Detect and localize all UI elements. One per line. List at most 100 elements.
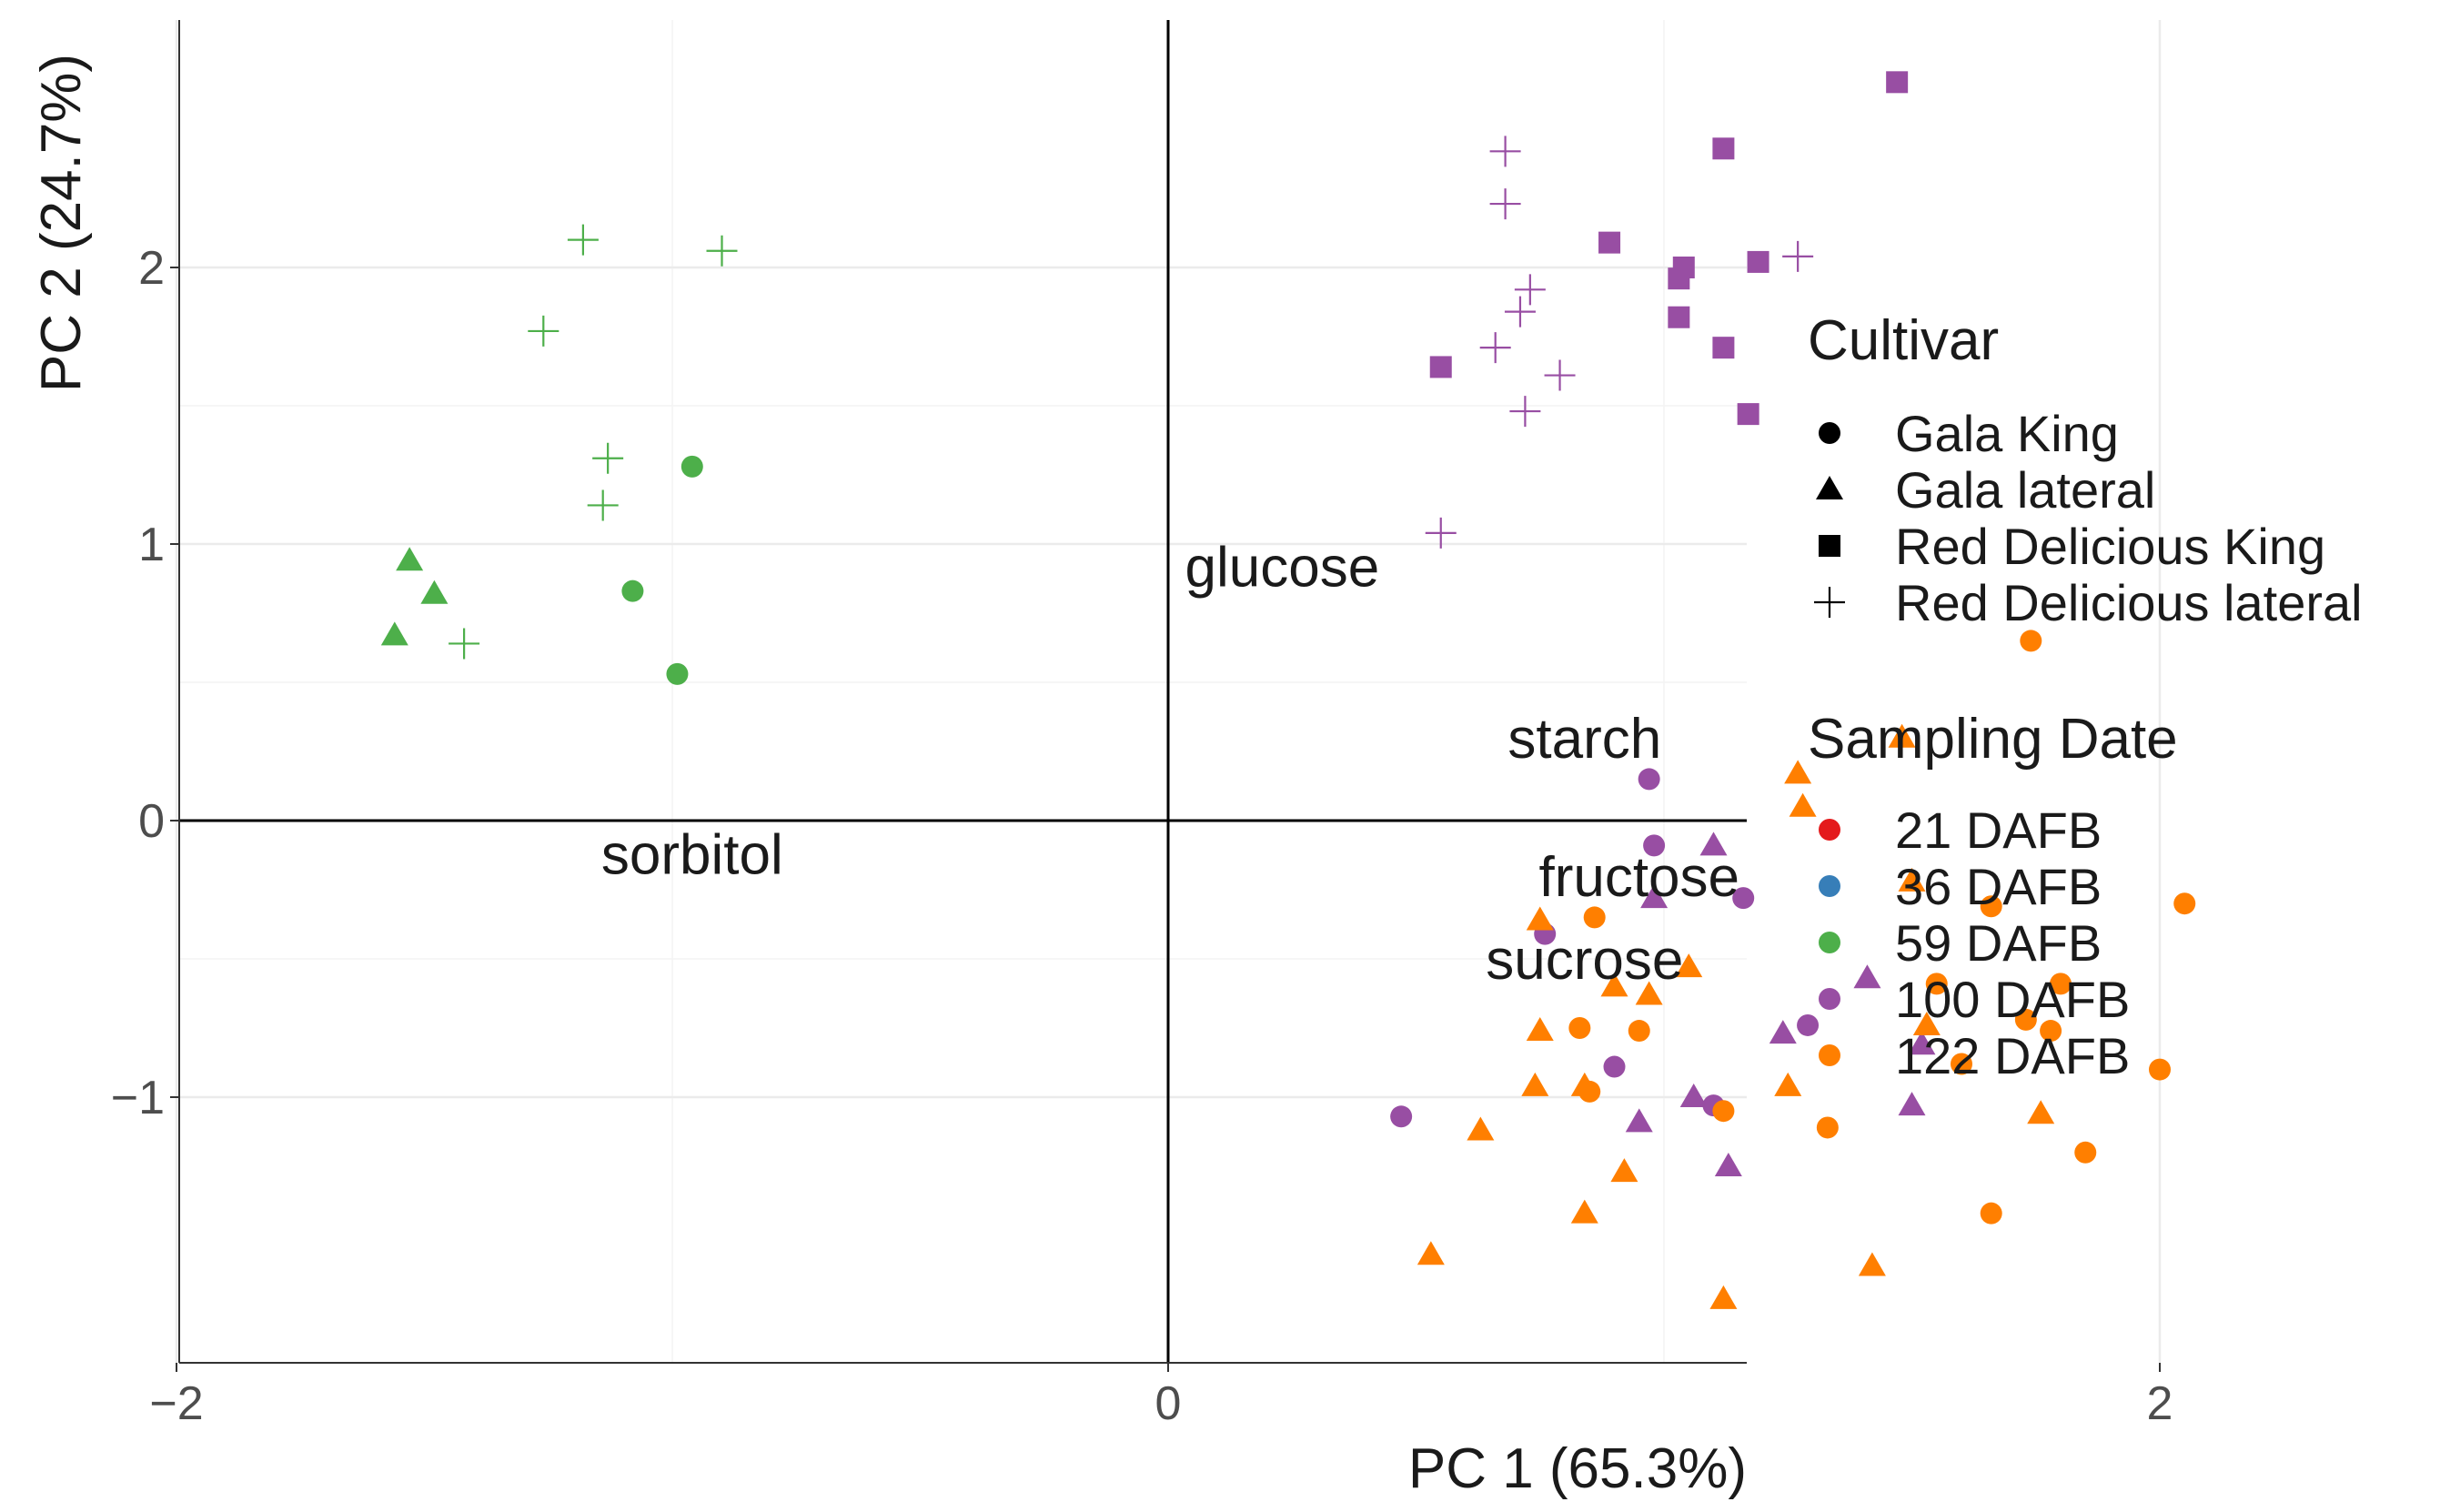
data-point-circle xyxy=(2149,1058,2171,1081)
data-point-circle xyxy=(1568,1017,1591,1039)
data-point-triangle xyxy=(1521,1072,1549,1096)
data-point-plus xyxy=(1544,359,1576,391)
data-point-triangle xyxy=(1570,1072,1598,1096)
y-tick-label: 2 xyxy=(138,242,165,295)
variable-label-fructose: fructose xyxy=(1538,846,1739,909)
y-tick-label: 1 xyxy=(138,519,165,571)
data-point-plus xyxy=(449,628,480,660)
legend-cultivar-label: Gala King xyxy=(1895,405,2119,462)
x-tick-label: −2 xyxy=(149,1377,203,1430)
grid-lines xyxy=(175,20,2162,1363)
x-axis-title: PC 1 (65.3%) xyxy=(1408,1437,1747,1500)
data-point-triangle xyxy=(1858,1252,1886,1276)
data-point-circle xyxy=(1638,768,1660,791)
data-point-triangle xyxy=(1679,1084,1708,1107)
data-point-circle xyxy=(1583,906,1606,929)
data-point-circle xyxy=(1712,1100,1735,1123)
data-point-triangle xyxy=(1853,964,1881,989)
data-points xyxy=(380,71,2196,1309)
data-point-plus xyxy=(1509,396,1541,428)
data-point-circle xyxy=(2173,892,2196,915)
data-point-triangle xyxy=(1784,760,1812,784)
data-point-triangle xyxy=(1898,1092,1926,1116)
data-point-triangle xyxy=(1908,1031,1936,1055)
data-point-triangle xyxy=(1774,1072,1802,1096)
data-point-triangle xyxy=(1635,981,1663,1005)
data-point-triangle xyxy=(420,580,449,604)
legend-key-color xyxy=(1819,1044,1840,1066)
data-point-square xyxy=(1712,137,1735,160)
legend-date-label: 59 DAFB xyxy=(1895,914,2102,972)
data-point-triangle xyxy=(1417,1241,1445,1265)
data-point-square xyxy=(1712,337,1735,359)
data-point-plus xyxy=(1782,240,1814,272)
data-point-triangle xyxy=(1600,973,1628,997)
data-point-circle xyxy=(2040,1020,2062,1043)
data-point-circle xyxy=(2020,630,2042,652)
data-point-plus xyxy=(1479,332,1511,364)
data-point-square xyxy=(1598,231,1621,254)
data-point-circle xyxy=(1643,834,1666,857)
legend-date-label: 122 DAFB xyxy=(1895,1027,2130,1084)
variable-label-starch: starch xyxy=(1507,708,1661,771)
legend-date-label: 36 DAFB xyxy=(1895,858,2102,915)
legend-key-color xyxy=(1819,988,1840,1010)
legend-cultivar-label: Red Delicious lateral xyxy=(1895,574,2363,631)
data-point-square xyxy=(1668,267,1690,290)
data-point-circle xyxy=(621,580,644,602)
legend-cultivar-title: Cultivar xyxy=(1808,309,1999,372)
data-point-circle xyxy=(666,662,689,685)
data-point-triangle xyxy=(2027,1100,2055,1124)
legend-key-circle xyxy=(1819,422,1840,444)
data-point-triangle xyxy=(1675,953,1703,978)
data-point-plus xyxy=(1489,136,1521,167)
data-point-plus xyxy=(1504,296,1536,328)
data-point-square xyxy=(1737,403,1759,426)
legend-date-label: 100 DAFB xyxy=(1895,971,2130,1028)
data-point-circle xyxy=(1603,1055,1626,1078)
data-point-triangle xyxy=(1570,1199,1598,1224)
legend-key-square xyxy=(1819,535,1840,557)
data-point-triangle xyxy=(1625,1108,1653,1133)
data-point-plus xyxy=(567,224,599,256)
x-tick-label: 0 xyxy=(1155,1377,1182,1430)
legend-date-label: 21 DAFB xyxy=(1895,801,2102,859)
data-point-circle xyxy=(681,455,703,478)
data-point-plus xyxy=(1514,274,1546,306)
data-point-square xyxy=(1668,306,1690,328)
data-point-plus xyxy=(1425,517,1457,549)
data-point-square xyxy=(1886,71,1909,94)
legend-cultivar-label: Red Delicious King xyxy=(1895,518,2325,575)
data-point-triangle xyxy=(1610,1158,1638,1183)
data-point-circle xyxy=(1628,1020,1650,1043)
data-point-circle xyxy=(1980,1202,2002,1225)
legend-key-color xyxy=(1819,819,1840,841)
y-axis-title: PC 2 (24.7%) xyxy=(30,54,93,392)
data-point-square xyxy=(1747,250,1769,273)
data-point-triangle xyxy=(396,547,424,571)
data-point-circle xyxy=(2074,1141,2097,1164)
variable-label-sucrose: sucrose xyxy=(1486,929,1683,992)
data-point-triangle xyxy=(1888,723,1916,748)
data-point-triangle xyxy=(380,621,408,646)
data-point-circle xyxy=(1390,1105,1413,1128)
data-point-plus xyxy=(528,315,560,347)
x-tick-label: 2 xyxy=(2147,1377,2173,1430)
data-point-triangle xyxy=(1789,792,1817,817)
data-point-circle xyxy=(1816,1116,1839,1139)
data-point-plus xyxy=(1489,188,1521,220)
legend-key-color xyxy=(1819,932,1840,953)
data-point-triangle xyxy=(1912,1011,1941,1035)
data-point-plus xyxy=(706,235,738,267)
data-point-circle xyxy=(1925,973,1948,995)
variable-label-sorbitol: sorbitol xyxy=(601,823,783,886)
legend-date-title: Sampling Date xyxy=(1808,708,2178,771)
data-point-triangle xyxy=(1467,1116,1495,1141)
data-point-triangle xyxy=(1526,1017,1554,1042)
data-point-circle xyxy=(1980,895,2002,918)
legend-key-triangle xyxy=(1816,476,1843,499)
variable-labels: glucose starch sorbitol fructose sucrose xyxy=(601,536,1739,992)
legend-cultivar-label: Gala lateral xyxy=(1895,461,2155,519)
